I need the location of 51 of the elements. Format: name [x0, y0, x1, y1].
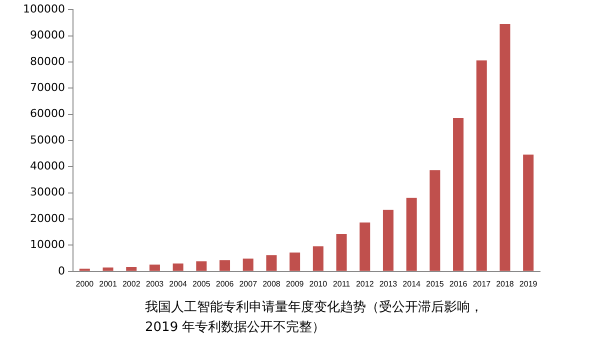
- x-tick-label: 2000: [76, 279, 94, 288]
- x-tick-label: 2019: [519, 279, 538, 288]
- y-tick-label: 60000: [30, 107, 65, 120]
- bar: [430, 170, 440, 271]
- bar: [453, 118, 464, 271]
- bar: [336, 234, 347, 271]
- bar: [149, 264, 160, 271]
- x-tick-label: 2001: [99, 279, 118, 288]
- x-tick-label: 2013: [379, 279, 398, 288]
- bar: [476, 60, 487, 271]
- x-tick-label: 2004: [169, 279, 188, 288]
- y-tick-label: 90000: [30, 28, 65, 42]
- bar: [172, 264, 184, 271]
- y-tick-label: 100000: [22, 2, 65, 16]
- x-tick-label: 2016: [449, 279, 468, 288]
- x-tick-label: 2018: [496, 279, 514, 288]
- text: 我国人工智能专利申请量年度变化趋势（受公开滞后影响，2019 年专利数据公开不完整）: [145, 299, 484, 337]
- y-tick-label: 80000: [30, 54, 65, 68]
- bar: [382, 210, 394, 271]
- bar: [242, 258, 254, 271]
- x-tick-label: 2015: [426, 279, 444, 288]
- x-tick-label: 2009: [286, 279, 304, 288]
- y-tick-label: 20000: [30, 212, 65, 225]
- x-tick-label: 2017: [472, 279, 492, 288]
- x-tick-label: 2003: [146, 279, 164, 288]
- x-tick-label: 2011: [332, 279, 351, 288]
- x-tick-label: 2008: [262, 279, 281, 288]
- bar: [220, 260, 230, 271]
- x-tick-label: 2002: [122, 279, 141, 288]
- bar: [406, 198, 417, 271]
- y-tick-label: 70000: [30, 81, 65, 94]
- x-tick-label: 2005: [192, 279, 211, 288]
- x-tick-label: 2012: [356, 279, 374, 288]
- y-tick-label: 50000: [30, 133, 65, 146]
- y-tick-label: 10000: [30, 238, 65, 252]
- x-tick-label: 2010: [309, 279, 328, 288]
- bar: [266, 255, 277, 271]
- bar: [126, 266, 137, 271]
- bar: [102, 267, 114, 271]
- x-tick-label: 2014: [402, 279, 422, 288]
- bar: [290, 252, 300, 271]
- y-tick-label: 0: [58, 264, 65, 278]
- bar: [500, 24, 510, 271]
- bar: [196, 261, 207, 271]
- bar: [523, 154, 534, 271]
- y-tick-label: 40000: [30, 160, 65, 173]
- bar: [360, 222, 370, 271]
- x-tick-label: 2007: [239, 279, 258, 288]
- bar: [312, 246, 324, 271]
- x-tick-label: 2006: [216, 279, 234, 288]
- y-tick-label: 30000: [30, 186, 65, 199]
